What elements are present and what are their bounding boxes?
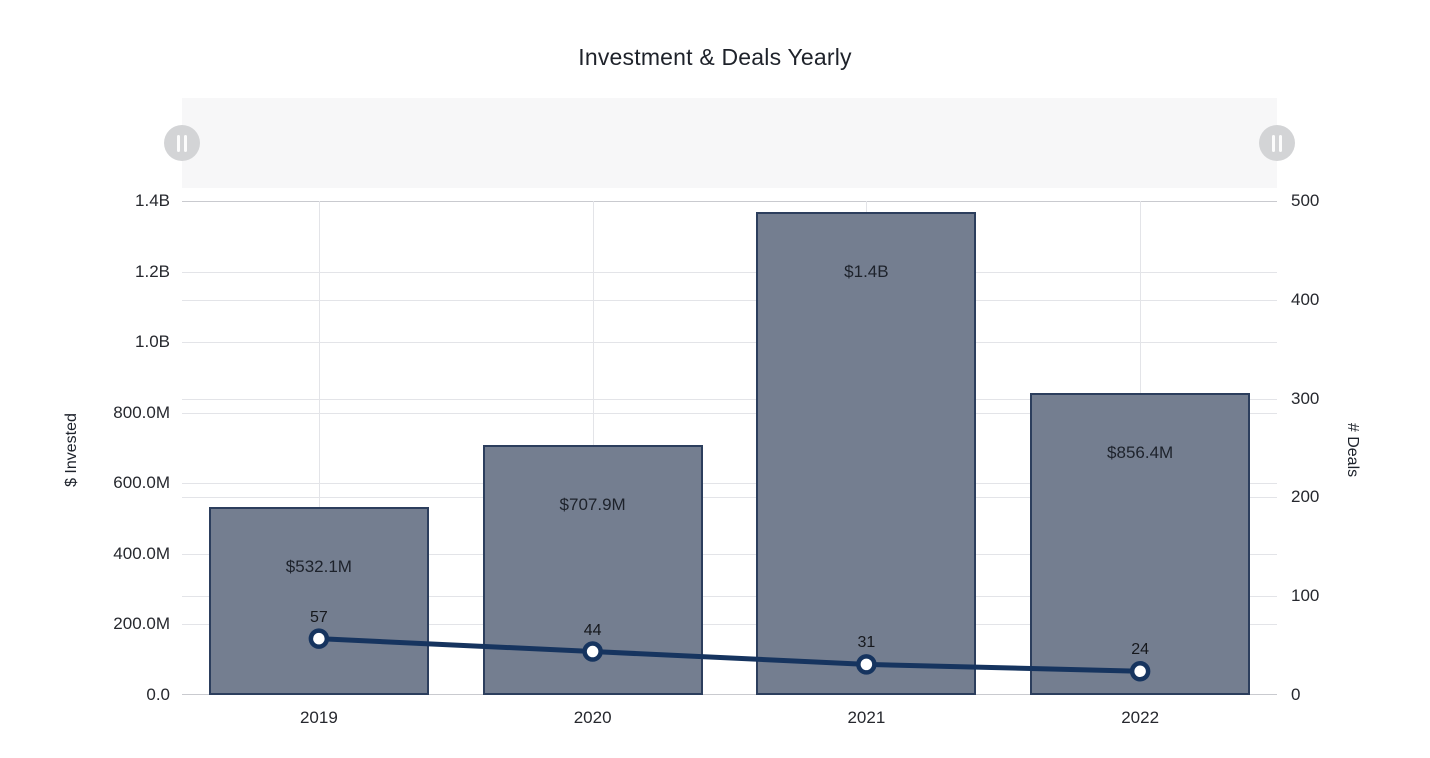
y-left-tick-label: 600.0M (113, 473, 170, 493)
bar-value-label: $707.9M (559, 495, 626, 515)
drag-handle-icon (1272, 134, 1282, 152)
gridline-horizontal (182, 483, 1277, 484)
chart-title: Investment & Deals Yearly (578, 44, 852, 70)
gridline-horizontal (182, 694, 1277, 695)
y-left-tick-label: 1.0B (135, 332, 170, 352)
y-left-tick-label: 800.0M (113, 402, 170, 422)
gridline-horizontal (182, 624, 1277, 625)
right-axis-title: # Deals (1344, 422, 1361, 478)
line-point-value: 44 (583, 621, 602, 639)
line-point-2022[interactable] (1129, 661, 1151, 682)
y-right-tick-label: 200 (1291, 487, 1320, 507)
gridline-horizontal (182, 300, 1277, 301)
deals-line (316, 636, 1143, 674)
line-series (308, 628, 1151, 682)
left-axis-title: $ Invested (63, 413, 80, 487)
bar-2021[interactable] (756, 211, 977, 695)
bar-value-label: $1.4B (844, 261, 889, 281)
y-left-tick-label: 200.0M (113, 614, 170, 634)
y-right-tick-label: 0 (1291, 685, 1301, 704)
line-point-2019[interactable] (308, 628, 330, 649)
y-left-tick-label: 0.0 (146, 685, 170, 704)
drag-handle-icon (177, 134, 187, 152)
gridline-horizontal (182, 497, 1277, 498)
x-tick-label-2020: 2020 (573, 708, 612, 727)
y-left-tick-label: 1.4B (135, 191, 170, 210)
y-right-tick-label: 400 (1291, 289, 1320, 309)
bar-2022[interactable] (1030, 392, 1251, 695)
y-right-tick-label: 300 (1291, 388, 1320, 408)
data-zoom-slider[interactable] (164, 98, 1295, 188)
plot-area: $532.1M $707.9M $1.4B $856.4M 57 44 31 24 (182, 201, 1277, 695)
gridline-horizontal (182, 596, 1277, 597)
line-point-value: 31 (857, 634, 876, 652)
data-zoom-handle-right[interactable] (1259, 125, 1295, 161)
x-tick-label-2019: 2019 (299, 708, 338, 727)
line-point-2020[interactable] (582, 641, 603, 662)
y-right-tick-label: 100 (1291, 586, 1320, 606)
bar-2019[interactable] (208, 507, 429, 695)
gridline-horizontal (182, 201, 1277, 202)
gridline-horizontal (182, 342, 1277, 343)
line-point-value: 57 (309, 608, 328, 626)
gridline-horizontal (182, 413, 1277, 414)
bar-value-label: $856.4M (1107, 442, 1174, 462)
line-point-2021[interactable] (856, 654, 877, 675)
x-tick-label-2021: 2021 (847, 708, 886, 727)
x-tick-label-2022: 2022 (1121, 708, 1160, 727)
data-zoom-handle-left[interactable] (164, 125, 200, 161)
gridline-vertical (319, 201, 320, 695)
line-point-value: 24 (1131, 641, 1150, 659)
y-left-tick-label: 1.2B (135, 261, 170, 281)
gridline-horizontal (182, 399, 1277, 400)
bar-value-label: $532.1M (285, 557, 352, 577)
gridline-horizontal (182, 554, 1277, 555)
y-left-tick-label: 400.0M (113, 543, 170, 563)
gridline-horizontal (182, 272, 1277, 273)
y-right-tick-label: 500 (1291, 191, 1320, 210)
